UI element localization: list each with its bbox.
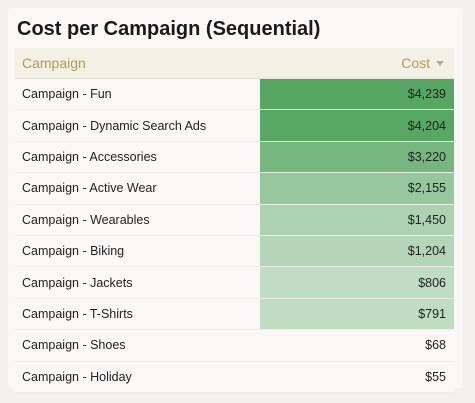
campaign-cell: Campaign - Jackets (22, 275, 133, 290)
cost-cell: $3,220 (260, 141, 454, 173)
cost-cell: $2,155 (260, 173, 454, 204)
campaign-cell: Campaign - Shoes (22, 338, 126, 353)
caret-down-icon[interactable] (436, 61, 444, 66)
table-row[interactable]: Campaign - Accessories $3,220 (14, 141, 454, 174)
cost-cell: $1,204 (260, 235, 454, 267)
cost-cell: $1,450 (260, 204, 454, 235)
cost-column-header[interactable]: Cost (260, 55, 454, 71)
table-header: Campaign Cost (14, 48, 454, 79)
campaign-cell: Campaign - T-Shirts (22, 306, 133, 321)
cost-cell: $791 (260, 298, 454, 330)
campaign-cell: Campaign - Dynamic Search Ads (22, 118, 207, 133)
table-row[interactable]: Campaign - Active Wear $2,155 (14, 173, 454, 205)
chart-title: Cost per Campaign (Sequential) (17, 18, 321, 40)
cost-cell: $4,239 (260, 79, 454, 110)
campaign-cell: Campaign - Fun (22, 87, 112, 102)
table-row[interactable]: Campaign - Dynamic Search Ads $4,204 (14, 110, 454, 142)
cost-cell: $4,204 (260, 110, 454, 141)
cost-column-label: Cost (401, 55, 430, 71)
table-row[interactable]: Campaign - Shoes $68 (14, 330, 454, 362)
cost-cell: $806 (260, 267, 454, 298)
table-row[interactable]: Campaign - Fun $4,239 (14, 79, 454, 111)
campaign-cell: Campaign - Accessories (22, 149, 157, 164)
table-row[interactable]: Campaign - Holiday $55 (14, 361, 454, 393)
campaign-cell: Campaign - Holiday (22, 369, 132, 384)
table-row[interactable]: Campaign - T-Shirts $791 (14, 298, 454, 331)
campaign-cell: Campaign - Wearables (22, 212, 150, 227)
cost-cell: $55 (425, 369, 446, 384)
table-row[interactable]: Campaign - Wearables $1,450 (14, 204, 454, 236)
campaign-cost-table: Campaign Cost Campaign - Fun $4,239 Campai… (14, 48, 454, 393)
table-row[interactable]: Campaign - Jackets $806 (14, 267, 454, 299)
campaign-column-header[interactable]: Campaign (22, 55, 86, 71)
cost-cell: $68 (425, 338, 446, 353)
table-row[interactable]: Campaign - Biking $1,204 (14, 235, 454, 268)
table-body: Campaign - Fun $4,239 Campaign - Dynamic S… (14, 79, 454, 393)
campaign-cell: Campaign - Biking (22, 244, 125, 259)
campaign-cell: Campaign - Active Wear (22, 181, 157, 196)
